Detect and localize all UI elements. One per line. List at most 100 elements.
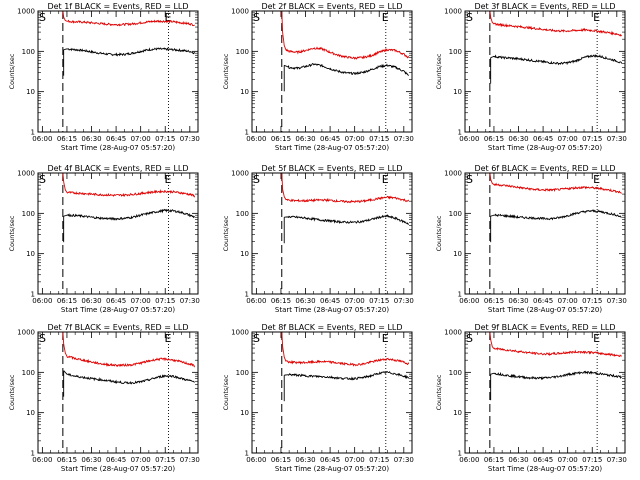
x-tick-label: 06:15 xyxy=(271,135,291,143)
events-series-line xyxy=(63,208,196,221)
plot-frame xyxy=(251,331,413,454)
end-marker-label: E xyxy=(593,11,600,24)
x-tick-label: 07:15 xyxy=(155,297,175,305)
lld-series-line xyxy=(62,172,196,198)
lld-series-line xyxy=(281,331,410,367)
y-axis-label: Counts/sec xyxy=(222,53,230,89)
x-axis-label: Start Time (28-Aug-07 05:57:20) xyxy=(275,306,389,314)
chart-panel-1: Det 1f BLACK = Events, RED = LLD 1 10 100 10… xyxy=(8,2,200,152)
plot-frame xyxy=(37,10,199,133)
chart-title: Det 3f BLACK = Events, RED = LLD xyxy=(474,2,615,11)
x-tick-label: 06:30 xyxy=(295,456,315,464)
y-tick-label: 10 xyxy=(453,409,462,417)
y-tick-label: 1 xyxy=(245,129,249,137)
y-tick-label: 1000 xyxy=(231,8,249,16)
plot-frame xyxy=(464,10,626,133)
events-series-line xyxy=(63,47,196,57)
y-tick-label: 1 xyxy=(458,129,462,137)
y-tick-label: 100 xyxy=(236,210,249,218)
y-tick-label: 1 xyxy=(31,129,35,137)
lld-series-line xyxy=(489,10,622,37)
events-series-line xyxy=(490,370,622,381)
y-tick-label: 1 xyxy=(31,291,35,299)
x-tick-label: 07:15 xyxy=(369,297,389,305)
y-tick-label: 1000 xyxy=(444,329,462,337)
x-tick-label: 06:45 xyxy=(106,297,126,305)
x-tick-label: 06:45 xyxy=(320,456,340,464)
y-tick-label: 10 xyxy=(26,250,35,258)
x-tick-label: 06:15 xyxy=(484,135,504,143)
events-series-line xyxy=(284,62,410,76)
start-marker-label: S xyxy=(253,11,260,24)
x-tick-label: 06:30 xyxy=(508,297,528,305)
x-tick-label: 07:00 xyxy=(558,297,578,305)
x-axis-label: Start Time (28-Aug-07 05:57:20) xyxy=(488,144,602,152)
x-tick-label: 06:00 xyxy=(459,297,479,305)
end-marker-label: E xyxy=(382,173,389,186)
x-tick-label: 06:15 xyxy=(57,135,77,143)
lld-series-line xyxy=(281,172,410,204)
x-tick-label: 07:00 xyxy=(558,135,578,143)
y-tick-label: 1 xyxy=(458,450,462,458)
plot-frame xyxy=(464,172,626,295)
x-tick-label: 07:30 xyxy=(394,297,414,305)
y-tick-label: 1000 xyxy=(444,8,462,16)
x-tick-label: 07:00 xyxy=(131,135,151,143)
chart-panel-7: Det 7f BLACK = Events, RED = LLD 1 10 100 10… xyxy=(8,323,200,473)
y-axis-label: Counts/sec xyxy=(8,374,16,410)
lld-series-line xyxy=(489,331,623,358)
y-tick-label: 100 xyxy=(449,210,462,218)
x-tick-label: 07:00 xyxy=(345,297,365,305)
x-tick-label: 06:00 xyxy=(32,135,52,143)
x-tick-label: 06:45 xyxy=(533,456,553,464)
chart-title: Det 6f BLACK = Events, RED = LLD xyxy=(474,164,615,173)
start-marker-label: S xyxy=(39,332,46,345)
end-marker-label: E xyxy=(382,11,389,24)
events-series-line xyxy=(63,370,195,385)
y-tick-label: 1000 xyxy=(231,170,249,178)
x-tick-label: 06:30 xyxy=(508,456,528,464)
start-marker-label: S xyxy=(39,173,46,186)
x-tick-label: 06:00 xyxy=(246,297,266,305)
y-tick-label: 100 xyxy=(22,210,35,218)
x-tick-label: 07:30 xyxy=(607,297,627,305)
x-tick-label: 06:30 xyxy=(81,297,101,305)
x-tick-label: 07:00 xyxy=(345,135,365,143)
y-tick-label: 10 xyxy=(240,88,249,96)
x-tick-label: 06:00 xyxy=(32,456,52,464)
x-tick-label: 07:15 xyxy=(369,135,389,143)
y-axis-label: Counts/sec xyxy=(435,53,443,89)
y-tick-label: 10 xyxy=(453,88,462,96)
y-tick-label: 100 xyxy=(22,369,35,377)
end-marker-label: E xyxy=(165,173,172,186)
x-tick-label: 06:30 xyxy=(508,135,528,143)
y-axis-label: Counts/sec xyxy=(222,215,230,251)
x-axis-label: Start Time (28-Aug-07 05:57:20) xyxy=(61,465,175,473)
x-tick-label: 06:00 xyxy=(459,456,479,464)
x-axis-label: Start Time (28-Aug-07 05:57:20) xyxy=(61,306,175,314)
plot-frame xyxy=(37,172,199,295)
x-tick-label: 06:15 xyxy=(271,456,291,464)
chart-title: Det 4f BLACK = Events, RED = LLD xyxy=(47,164,188,173)
lld-series-line xyxy=(62,10,195,27)
chart-panel-3: Det 3f BLACK = Events, RED = LLD 1 10 100 10… xyxy=(435,2,627,152)
chart-panel-4: Det 4f BLACK = Events, RED = LLD 1 10 100 10… xyxy=(8,164,200,314)
events-series-line xyxy=(490,54,623,66)
x-tick-label: 06:45 xyxy=(533,297,553,305)
y-tick-label: 10 xyxy=(453,250,462,258)
start-marker-label: S xyxy=(253,332,260,345)
y-axis-label: Counts/sec xyxy=(435,374,443,410)
x-tick-label: 06:00 xyxy=(32,297,52,305)
x-tick-label: 07:00 xyxy=(131,456,151,464)
end-marker-label: E xyxy=(593,332,600,345)
x-tick-label: 07:00 xyxy=(558,456,578,464)
y-axis-label: Counts/sec xyxy=(435,215,443,251)
end-marker-label: E xyxy=(593,173,600,186)
x-tick-label: 07:00 xyxy=(345,456,365,464)
x-tick-label: 06:15 xyxy=(484,456,504,464)
x-tick-label: 06:15 xyxy=(271,297,291,305)
y-tick-label: 10 xyxy=(26,88,35,96)
lld-series-line xyxy=(281,10,410,60)
chart-title: Det 9f BLACK = Events, RED = LLD xyxy=(474,323,615,332)
x-axis-label: Start Time (28-Aug-07 05:57:20) xyxy=(488,306,602,314)
